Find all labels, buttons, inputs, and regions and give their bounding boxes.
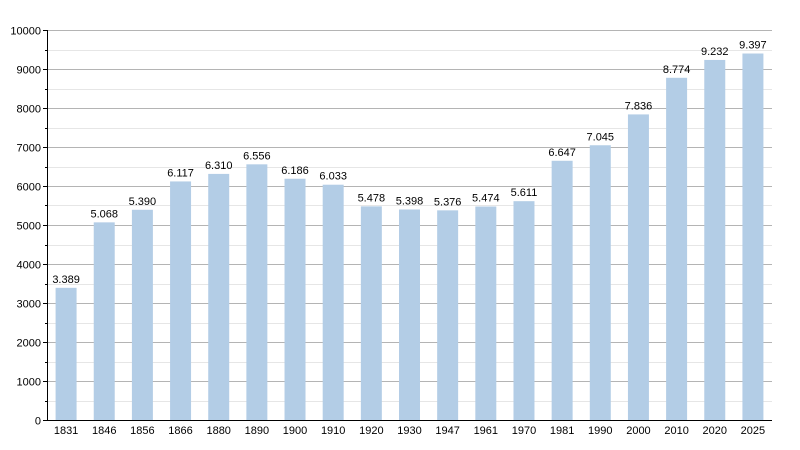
x-tick-label-1846: 1846 — [92, 425, 116, 437]
bar-1900 — [284, 178, 306, 420]
x-tick-label-2025: 2025 — [741, 425, 765, 437]
x-tick-label-1920: 1920 — [359, 425, 383, 437]
x-tick-label-1990: 1990 — [588, 425, 612, 437]
bars — [55, 53, 764, 421]
bar-1970 — [513, 201, 535, 420]
data-label-2010: 8.774 — [663, 64, 691, 76]
y-tick-label: 4000 — [17, 260, 41, 272]
y-tick-labels: 0 1000 2000 3000 4000 5000 6000 7000 8000 9000 100… — [10, 26, 41, 428]
x-tick-label-1961: 1961 — [474, 425, 498, 437]
bar-1866 — [170, 181, 192, 420]
bar-1981 — [551, 160, 573, 420]
bar-2025 — [742, 53, 764, 421]
y-tick-label: 7000 — [17, 143, 41, 155]
bar-1961 — [475, 206, 497, 420]
x-tick-label-1831: 1831 — [54, 425, 78, 437]
bar-1930 — [399, 209, 420, 420]
x-tick-label-1910: 1910 — [321, 425, 345, 437]
bar-1910 — [322, 184, 344, 420]
bar-1880 — [208, 173, 230, 420]
x-tick-label-1981: 1981 — [550, 425, 574, 437]
data-label-1900: 6.186 — [281, 165, 309, 177]
bar-2000 — [627, 114, 649, 421]
data-label-1866: 6.117 — [167, 167, 194, 179]
y-tick-label: 1000 — [17, 377, 41, 389]
data-label-2025: 9.397 — [739, 40, 767, 52]
bar-1856 — [131, 209, 153, 420]
bar-1990 — [589, 145, 611, 420]
x-tick-label-1900: 1900 — [283, 425, 307, 437]
data-label-2020: 9.232 — [701, 46, 729, 58]
x-tick-label-1947: 1947 — [435, 425, 459, 437]
y-tick-label: 5000 — [17, 221, 41, 233]
y-tick-label: 6000 — [17, 182, 41, 194]
y-tick-label: 0 — [35, 416, 41, 428]
bar-2010 — [666, 77, 688, 420]
axes — [43, 30, 772, 421]
data-label-1947: 5.376 — [434, 196, 462, 208]
bar-1947 — [437, 210, 459, 420]
data-label-1910: 6.033 — [319, 171, 347, 183]
bar-1846 — [93, 222, 115, 420]
y-tick-label: 8000 — [17, 104, 41, 116]
bar-2020 — [704, 59, 726, 420]
x-tick-label-2000: 2000 — [626, 425, 650, 437]
data-label-1831: 3.389 — [52, 274, 80, 286]
data-label-1981: 6.647 — [548, 147, 576, 159]
data-label-1970: 5.611 — [511, 187, 538, 199]
x-tick-label-1930: 1930 — [397, 425, 421, 437]
y-tick-label: 3000 — [17, 299, 41, 311]
x-tick-label-1866: 1866 — [168, 425, 192, 437]
x-tick-label-2020: 2020 — [703, 425, 727, 437]
bar-1831 — [55, 287, 77, 420]
data-labels: 3.389 5.068 5.390 6.117 6.310 6.556 6.186 6.033… — [52, 40, 766, 286]
x-tick-label-1856: 1856 — [130, 425, 154, 437]
data-label-1880: 6.310 — [205, 160, 233, 172]
data-label-1890: 6.556 — [243, 150, 271, 162]
data-label-1920: 5.478 — [358, 192, 386, 204]
x-tick-label-2010: 2010 — [664, 425, 688, 437]
y-tick-label: 2000 — [17, 338, 41, 350]
y-tick-label: 10000 — [10, 26, 41, 38]
data-label-1856: 5.390 — [129, 196, 157, 208]
y-tick-label: 9000 — [17, 65, 41, 77]
x-tick-labels: 1831 1846 1856 1866 1880 1890 1900 1910 1920 1930… — [54, 425, 765, 437]
data-label-1846: 5.068 — [90, 208, 118, 220]
x-tick-label-1880: 1880 — [206, 425, 230, 437]
x-tick-label-1890: 1890 — [245, 425, 269, 437]
bar-1890 — [246, 164, 268, 420]
data-label-1990: 7.045 — [587, 131, 615, 143]
bar-1920 — [360, 206, 382, 420]
data-label-1961: 5.474 — [472, 193, 500, 205]
data-label-1930: 5.398 — [396, 195, 424, 207]
x-tick-label-1970: 1970 — [512, 425, 536, 437]
data-label-2000: 7.836 — [625, 100, 653, 112]
